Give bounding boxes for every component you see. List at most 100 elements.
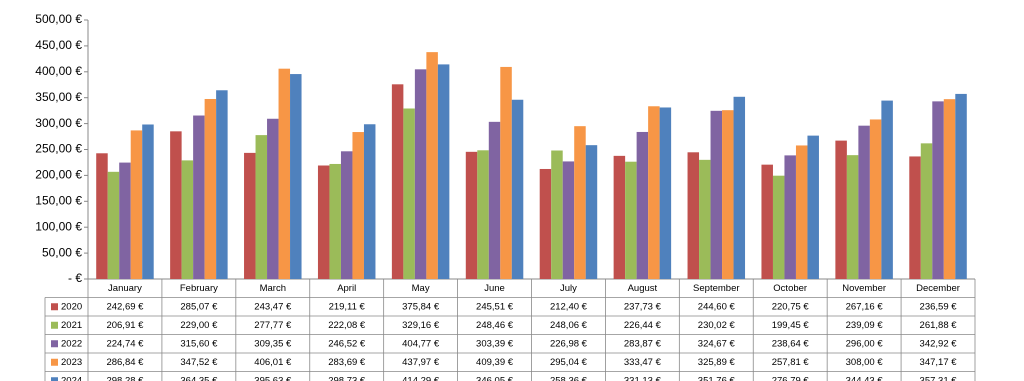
bar (216, 90, 228, 280)
legend-label: 2024 (61, 375, 82, 381)
bar (562, 161, 575, 279)
bar (795, 145, 808, 279)
bar (96, 153, 108, 279)
value-label: 239,09 € (846, 320, 884, 331)
value-label: 342,92 € (920, 338, 958, 349)
value-label: 324,67 € (698, 338, 736, 349)
value-label: 248,46 € (476, 320, 514, 331)
bar (722, 110, 734, 279)
bar (290, 74, 302, 279)
x-tick-label: February (180, 283, 218, 294)
bar (119, 162, 131, 279)
value-label: 267,16 € (846, 301, 884, 312)
bar (465, 151, 478, 279)
value-label: 257,81 € (772, 357, 810, 368)
value-label: 325,89 € (698, 357, 736, 368)
legend-swatch (51, 321, 58, 329)
value-label: 414,29 € (402, 375, 440, 381)
bar (500, 66, 512, 280)
x-tick-label: December (916, 283, 960, 294)
value-label: 243,47 € (254, 301, 292, 312)
value-label: 226,44 € (624, 320, 662, 331)
bar (636, 131, 649, 279)
value-label: 258,36 € (550, 375, 588, 381)
value-label: 315,60 € (180, 338, 218, 349)
value-label: 236,59 € (920, 301, 958, 312)
bar (625, 161, 637, 279)
value-label: 303,39 € (476, 338, 514, 349)
bar (193, 115, 205, 280)
value-label: 244,60 € (698, 301, 736, 312)
value-label: 283,69 € (328, 357, 366, 368)
value-label: 219,11 € (329, 301, 366, 312)
legend-label: 2021 (61, 320, 82, 331)
x-tick-label: June (484, 283, 505, 294)
value-label: 230,02 € (698, 320, 736, 331)
bar (909, 156, 921, 279)
bar (255, 135, 268, 279)
bar (761, 164, 773, 279)
value-label: 246,52 € (328, 338, 366, 349)
bar (363, 124, 376, 279)
bar (687, 152, 700, 279)
value-label: 347,17 € (920, 357, 958, 368)
value-label: 298,28 € (106, 375, 144, 381)
y-tick-label: 450,00 € (35, 38, 82, 52)
value-label: 409,39 € (476, 357, 514, 368)
bar (477, 150, 489, 279)
bar (733, 96, 746, 279)
x-tick-label: May (412, 283, 430, 294)
value-label: 242,69 € (106, 301, 144, 312)
y-tick-label: 500,00 € (35, 12, 82, 26)
value-label: 206,91 € (106, 320, 144, 331)
bar (352, 132, 364, 279)
bar (511, 99, 524, 280)
y-tick-label: 150,00 € (35, 193, 82, 207)
value-label: 437,97 € (402, 357, 440, 368)
bar (955, 93, 967, 279)
legend-label: 2020 (61, 301, 82, 312)
value-label: 238,64 € (772, 338, 810, 349)
bar (943, 99, 956, 279)
value-label: 331,13 € (624, 375, 662, 381)
value-label: 351,76 € (698, 375, 736, 381)
bar (130, 130, 143, 279)
bar (414, 69, 427, 280)
value-label: 347,52 € (180, 357, 218, 368)
bar (317, 165, 330, 279)
bar (551, 150, 563, 279)
value-label: 333,47 € (624, 357, 662, 368)
legend-label: 2022 (61, 338, 82, 349)
bar (437, 64, 450, 279)
bar (772, 175, 785, 279)
bar (329, 163, 341, 279)
bar (784, 155, 796, 279)
x-tick-label: July (560, 283, 577, 294)
bar (932, 101, 944, 280)
value-label: 375,84 € (402, 301, 440, 312)
x-tick-label: September (693, 283, 739, 294)
y-tick-label: 100,00 € (35, 219, 82, 233)
value-label: 286,84 € (106, 357, 144, 368)
legend-swatch (51, 377, 58, 381)
value-label: 199,45 € (772, 320, 810, 331)
bar (488, 121, 501, 279)
bar (244, 152, 256, 279)
bar (846, 155, 859, 279)
value-label: 222,08 € (328, 320, 366, 331)
y-tick-label: 300,00 € (35, 116, 82, 130)
x-tick-label: January (108, 283, 142, 294)
legend-swatch (51, 303, 58, 311)
bar (574, 126, 586, 279)
x-tick-label: April (337, 283, 356, 294)
bar (699, 159, 711, 279)
value-label: 296,00 € (846, 338, 884, 349)
bar (204, 98, 217, 279)
value-label: 295,04 € (550, 357, 588, 368)
value-label: 406,01 € (254, 357, 292, 368)
value-label: 364,35 € (180, 375, 218, 381)
bar (403, 108, 415, 279)
bar (539, 168, 552, 279)
x-tick-label: August (628, 283, 658, 294)
legend-swatch (51, 340, 58, 348)
